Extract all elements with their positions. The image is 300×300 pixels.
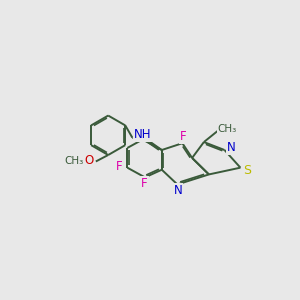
Text: F: F (180, 130, 186, 143)
Text: CH₃: CH₃ (64, 156, 84, 166)
Text: NH: NH (134, 128, 152, 141)
Text: N: N (226, 141, 235, 154)
Text: O: O (85, 154, 94, 167)
Text: S: S (243, 164, 251, 176)
Text: F: F (141, 177, 148, 190)
Text: CH₃: CH₃ (218, 124, 237, 134)
Text: F: F (116, 160, 122, 173)
Text: N: N (174, 184, 182, 197)
